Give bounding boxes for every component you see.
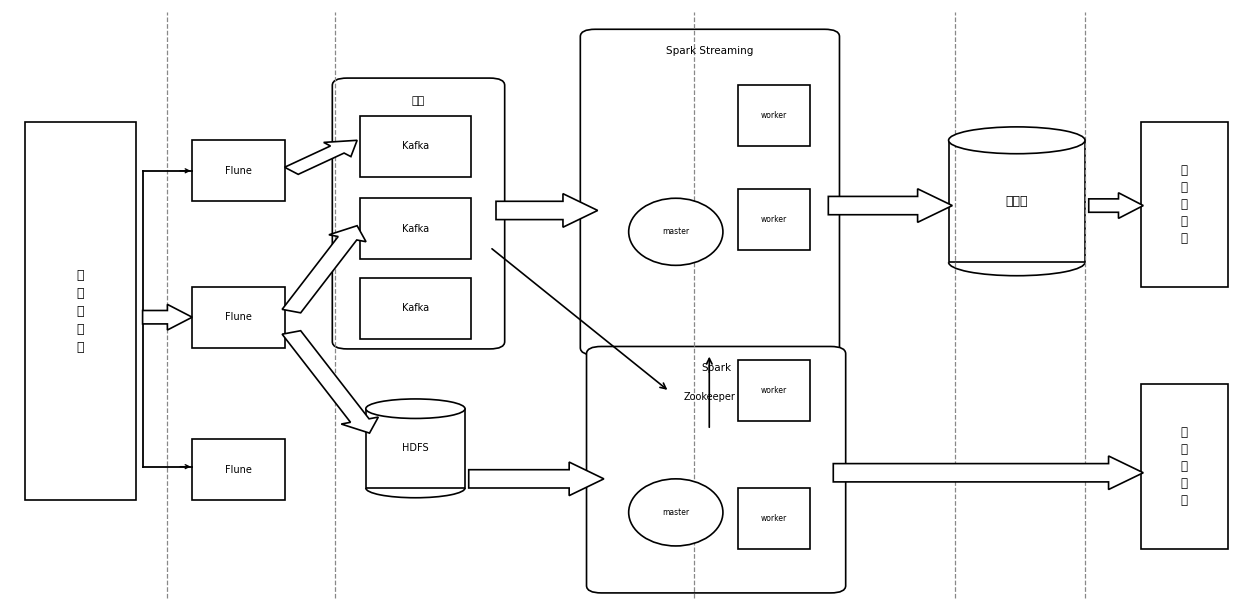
Text: 税
务
端
系
统: 税 务 端 系 统 (77, 268, 84, 354)
Text: worker: worker (760, 112, 787, 120)
Polygon shape (496, 194, 598, 227)
Text: worker: worker (760, 215, 787, 224)
Text: Spark: Spark (701, 363, 732, 373)
FancyBboxPatch shape (580, 29, 839, 355)
Ellipse shape (629, 479, 723, 546)
FancyBboxPatch shape (1141, 384, 1228, 549)
FancyBboxPatch shape (360, 278, 471, 339)
FancyBboxPatch shape (738, 488, 810, 549)
Text: worker: worker (760, 386, 787, 395)
FancyBboxPatch shape (738, 85, 810, 146)
FancyBboxPatch shape (360, 116, 471, 177)
Text: Flune: Flune (226, 166, 252, 176)
Text: worker: worker (760, 514, 787, 523)
Ellipse shape (629, 198, 723, 265)
FancyBboxPatch shape (738, 189, 810, 250)
Text: master: master (662, 508, 689, 517)
Text: 查
询
及
展
示: 查 询 及 展 示 (1180, 426, 1188, 507)
Text: Kafka: Kafka (402, 142, 429, 151)
FancyBboxPatch shape (366, 409, 465, 488)
Text: Zookeeper: Zookeeper (684, 392, 735, 401)
Text: Spark Streaming: Spark Streaming (666, 46, 754, 56)
FancyBboxPatch shape (738, 360, 810, 421)
FancyBboxPatch shape (949, 140, 1085, 262)
Ellipse shape (949, 127, 1085, 154)
Polygon shape (285, 140, 357, 174)
Text: 数据库: 数据库 (1006, 195, 1028, 208)
Polygon shape (833, 456, 1143, 489)
Text: Flune: Flune (226, 312, 252, 322)
Text: HDFS: HDFS (402, 443, 429, 453)
Polygon shape (143, 304, 192, 330)
Text: 查
询
及
展
示: 查 询 及 展 示 (1180, 164, 1188, 245)
Polygon shape (283, 331, 378, 433)
FancyBboxPatch shape (192, 287, 285, 348)
FancyBboxPatch shape (360, 198, 471, 259)
Ellipse shape (366, 399, 465, 418)
Polygon shape (828, 189, 952, 222)
Text: 集群: 集群 (412, 96, 425, 106)
Text: Kafka: Kafka (402, 303, 429, 313)
Polygon shape (469, 462, 604, 495)
FancyBboxPatch shape (1141, 122, 1228, 287)
FancyBboxPatch shape (601, 360, 818, 433)
Text: Flune: Flune (226, 465, 252, 475)
Polygon shape (283, 226, 366, 313)
Text: Kafka: Kafka (402, 224, 429, 234)
Polygon shape (1089, 193, 1143, 218)
FancyBboxPatch shape (192, 140, 285, 201)
FancyBboxPatch shape (587, 346, 846, 593)
FancyBboxPatch shape (332, 78, 505, 349)
FancyBboxPatch shape (192, 439, 285, 500)
Text: master: master (662, 228, 689, 236)
FancyBboxPatch shape (25, 122, 136, 500)
